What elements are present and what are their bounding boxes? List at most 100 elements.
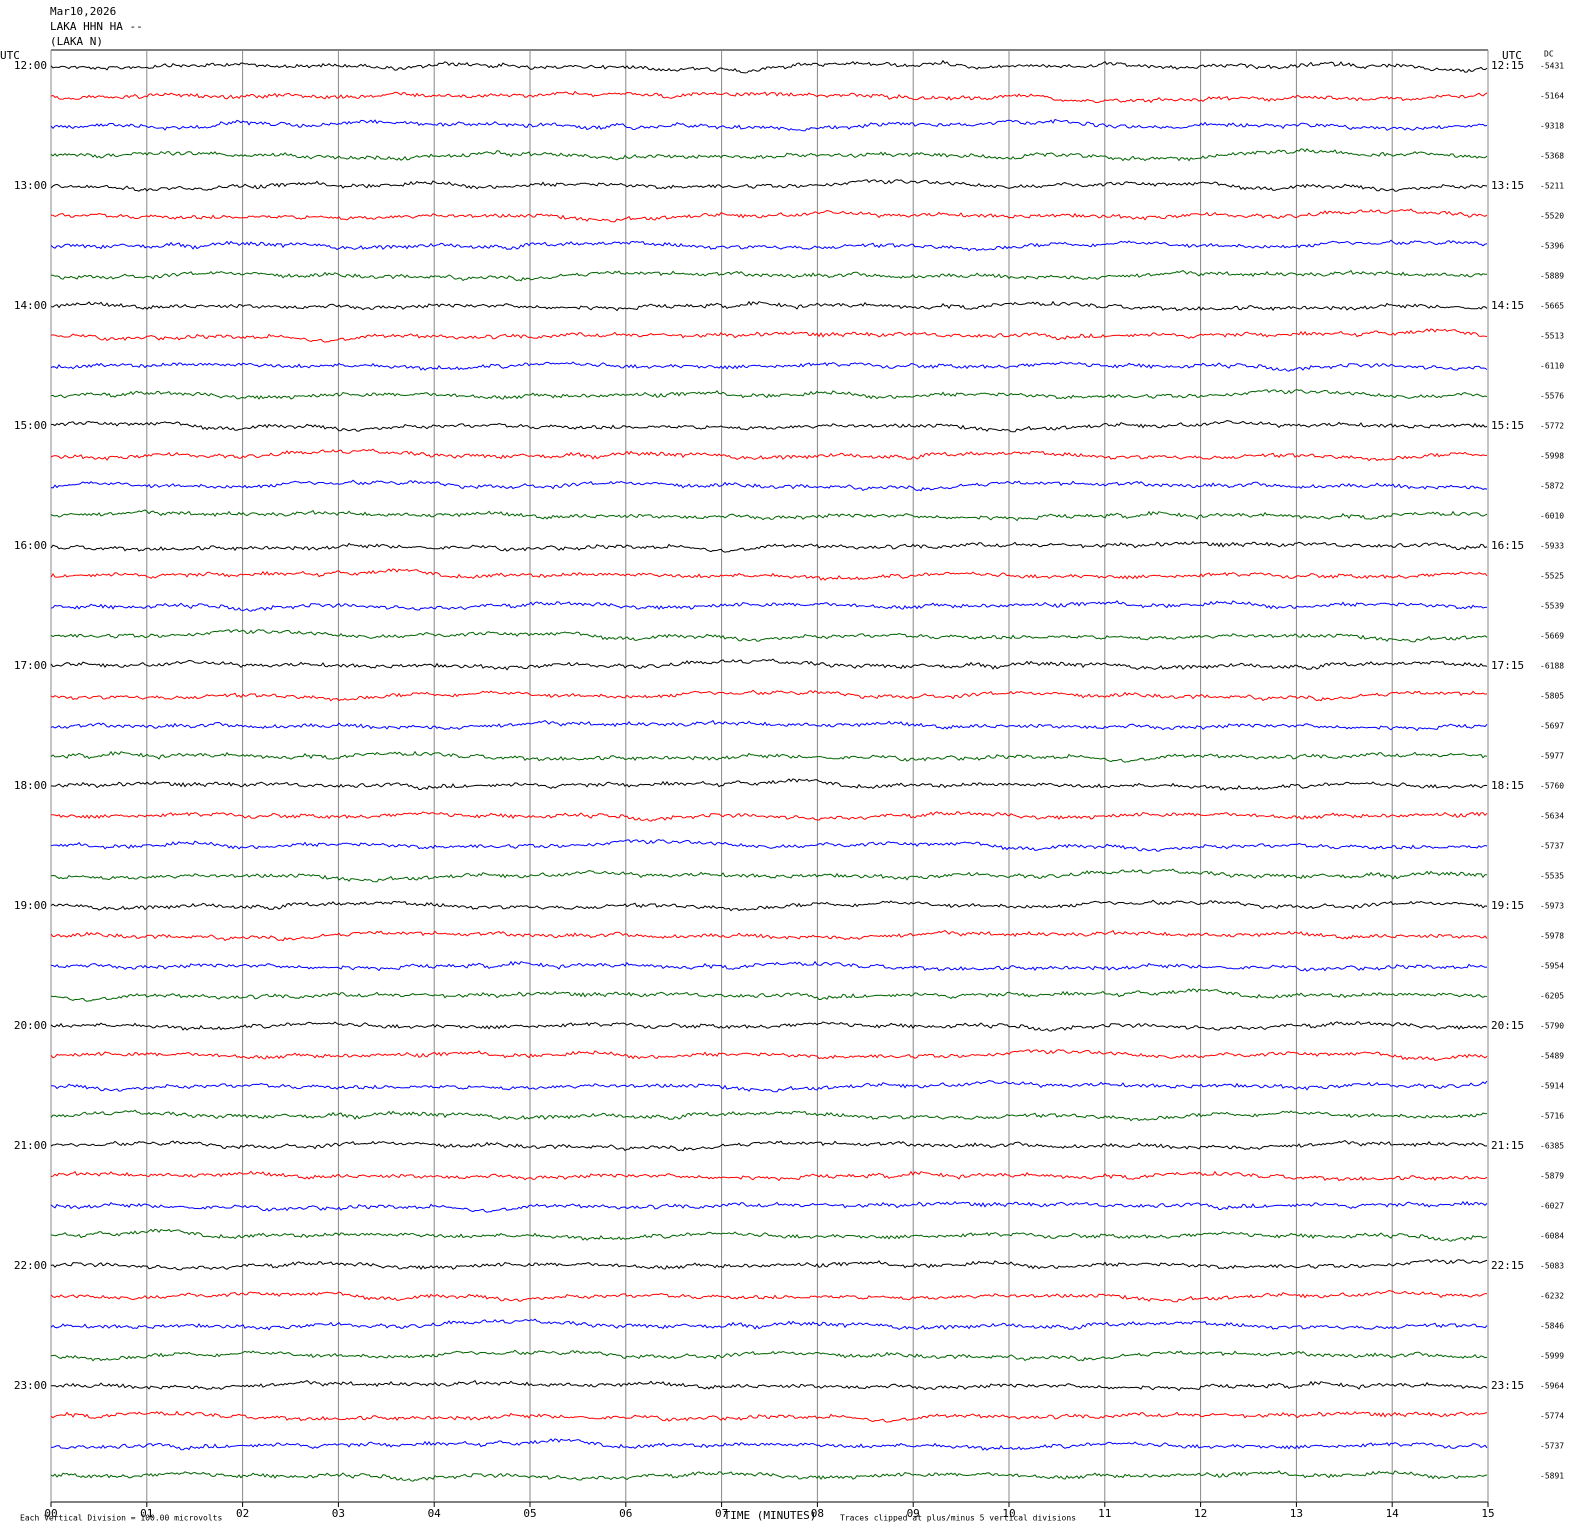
dc-value: -5760 xyxy=(1540,782,1564,791)
trace xyxy=(50,568,1488,581)
trace xyxy=(50,179,1488,192)
row-label-right: 18:15 xyxy=(1491,779,1524,792)
dc-value: -9318 xyxy=(1540,122,1564,131)
row-label-left: 14:00 xyxy=(14,299,47,312)
dc-value: -5879 xyxy=(1540,1172,1564,1181)
row-label-right: 19:15 xyxy=(1491,899,1524,912)
dc-value: -5396 xyxy=(1540,242,1564,251)
trace xyxy=(50,1200,1488,1213)
dc-value: -5368 xyxy=(1540,152,1564,161)
trace xyxy=(50,899,1488,912)
trace xyxy=(50,269,1488,282)
dc-value: -5535 xyxy=(1540,872,1564,881)
dc-value: -6027 xyxy=(1540,1202,1564,1211)
row-label-left: 16:00 xyxy=(14,539,47,552)
x-axis-label: TIME (MINUTES) xyxy=(724,1509,817,1522)
title-line: (LAKA N) xyxy=(50,35,103,48)
dc-value: -6084 xyxy=(1540,1232,1564,1241)
trace xyxy=(50,361,1488,372)
trace xyxy=(50,389,1488,400)
dc-value: -5872 xyxy=(1540,482,1564,491)
x-tick-label: 12 xyxy=(1194,1507,1207,1520)
row-label-right: 20:15 xyxy=(1491,1019,1524,1032)
dc-value: -6232 xyxy=(1540,1292,1564,1301)
row-label-right: 21:15 xyxy=(1491,1139,1524,1152)
dc-value: -5431 xyxy=(1540,62,1564,71)
row-label-right: 17:15 xyxy=(1491,659,1524,672)
title-line: Mar10,2026 xyxy=(50,5,116,18)
x-tick-label: 15 xyxy=(1481,1507,1494,1520)
dc-value: -5211 xyxy=(1540,182,1564,191)
row-label-left: 20:00 xyxy=(14,1019,47,1032)
trace xyxy=(50,300,1488,312)
x-tick-label: 00 xyxy=(44,1507,57,1520)
row-label-left: 22:00 xyxy=(14,1259,47,1272)
dc-value: -6188 xyxy=(1540,662,1564,671)
trace xyxy=(50,1109,1488,1122)
dc-value: -5954 xyxy=(1540,962,1564,971)
trace xyxy=(50,839,1488,852)
trace xyxy=(50,1289,1487,1303)
dc-value: -6010 xyxy=(1540,512,1564,521)
trace xyxy=(50,1228,1488,1242)
right-axis-label: UTC xyxy=(1502,49,1522,62)
row-label-right: 15:15 xyxy=(1491,419,1524,432)
trace xyxy=(50,1170,1488,1182)
dc-value: -5737 xyxy=(1540,1442,1564,1451)
row-label-left: 19:00 xyxy=(14,899,47,912)
x-tick-label: 05 xyxy=(523,1507,536,1520)
dc-value: -5805 xyxy=(1540,692,1564,701)
x-tick-label: 03 xyxy=(332,1507,345,1520)
dc-value: -5774 xyxy=(1540,1412,1564,1421)
trace xyxy=(51,811,1488,822)
trace xyxy=(50,1470,1488,1482)
dc-value: -5964 xyxy=(1540,1382,1564,1391)
title-line: LAKA HHN HA -- xyxy=(50,20,143,33)
row-label-left: 18:00 xyxy=(14,779,47,792)
dc-label: DC xyxy=(1544,50,1554,59)
dc-value: -5697 xyxy=(1540,722,1564,731)
dc-value: -5665 xyxy=(1540,302,1564,311)
dc-value: -5977 xyxy=(1540,752,1564,761)
dc-value: -5772 xyxy=(1540,422,1564,431)
x-tick-label: 01 xyxy=(140,1507,153,1520)
dc-value: -6110 xyxy=(1540,362,1564,371)
row-label-left: 13:00 xyxy=(14,179,47,192)
trace xyxy=(50,1349,1488,1362)
dc-value: -5933 xyxy=(1540,542,1564,551)
row-label-left: 21:00 xyxy=(14,1139,47,1152)
trace xyxy=(50,118,1488,132)
dc-value: -5914 xyxy=(1540,1082,1564,1091)
trace xyxy=(51,778,1488,791)
left-axis-label: UTC xyxy=(0,49,20,62)
x-tick-label: 08 xyxy=(811,1507,824,1520)
trace xyxy=(50,1410,1488,1423)
dc-value: -5846 xyxy=(1540,1322,1564,1331)
x-tick-label: 09 xyxy=(907,1507,920,1520)
row-label-left: 17:00 xyxy=(14,659,47,672)
trace xyxy=(51,208,1488,223)
trace xyxy=(50,59,1488,74)
trace xyxy=(50,1140,1488,1152)
row-label-left: 15:00 xyxy=(14,419,47,432)
trace xyxy=(50,479,1488,492)
trace xyxy=(50,960,1488,972)
trace xyxy=(50,90,1488,104)
trace xyxy=(50,1259,1488,1271)
trace xyxy=(50,148,1488,162)
dc-value: -5525 xyxy=(1540,572,1564,581)
x-tick-label: 04 xyxy=(428,1507,442,1520)
row-label-right: 13:15 xyxy=(1491,179,1524,192)
scale-note: Each Vertical Division = 100.00 microvol… xyxy=(20,1514,222,1523)
x-tick-label: 10 xyxy=(1002,1507,1015,1520)
trace xyxy=(50,600,1488,612)
dc-value: -5973 xyxy=(1540,902,1564,911)
dc-value: -5669 xyxy=(1540,632,1564,641)
dc-value: -5889 xyxy=(1540,272,1564,281)
trace xyxy=(50,929,1488,942)
trace xyxy=(51,1079,1488,1093)
clip-note: Traces clipped at plus/minus 5 vertical … xyxy=(840,1514,1076,1523)
trace xyxy=(50,658,1488,671)
